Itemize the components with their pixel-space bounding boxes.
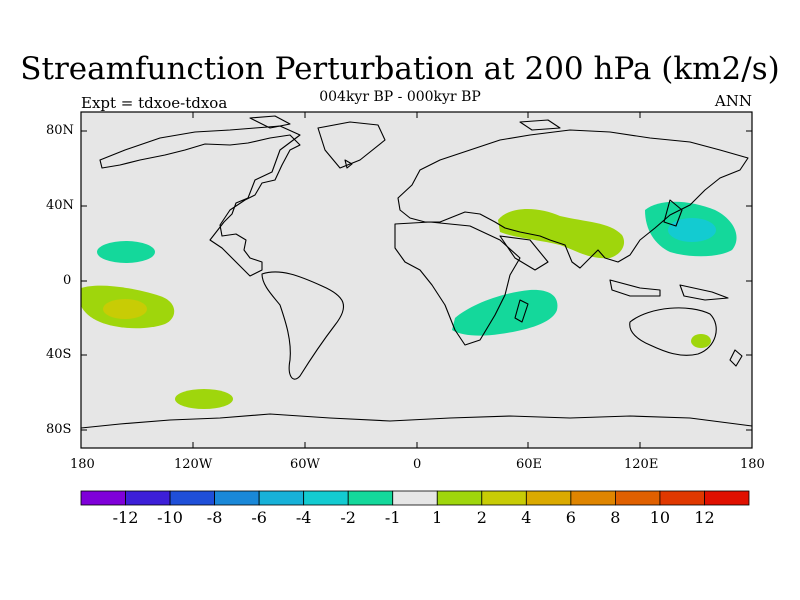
- coastlines: [81, 115, 752, 429]
- colorbar-label: -6: [251, 508, 267, 527]
- lat-label-80s: 80S: [46, 422, 72, 437]
- colorbar-label: 2: [476, 508, 487, 527]
- lat-label-0: 0: [63, 273, 72, 288]
- experiment-label: Expt = tdxoe-tdxoa: [81, 94, 228, 112]
- colorbar-label: 4: [521, 508, 532, 527]
- lon-label-180e: 180: [740, 457, 765, 472]
- anomaly-negative-indian-ocean: [452, 289, 558, 336]
- colorbar-swatch: [80, 490, 126, 506]
- colorbar-swatch: [303, 490, 349, 506]
- colorbar-label: -1: [384, 508, 401, 527]
- colorbar-label: -12: [112, 508, 139, 527]
- lat-label-80n: 80N: [46, 123, 74, 138]
- anomaly-negative-nw-pacific-core: [668, 218, 716, 242]
- axis-ticks: [81, 112, 752, 448]
- colorbar-label: 10: [649, 508, 671, 527]
- lon-label-120w: 120W: [174, 457, 213, 472]
- page-title: Streamfunction Perturbation at 200 hPa (…: [20, 51, 780, 87]
- anomaly-negative-pacific-north: [97, 241, 155, 263]
- colorbar-label: 1: [432, 508, 443, 527]
- page-subtitle: 004kyr BP - 000kyr BP: [319, 89, 481, 105]
- anomaly-positive-asia: [498, 208, 625, 259]
- colorbar-swatch: [704, 490, 750, 506]
- lon-label-180w: 180: [70, 457, 95, 472]
- anomaly-positive-southern-ocean: [175, 389, 233, 409]
- colorbar-swatch: [436, 490, 483, 506]
- lon-label-60e: 60E: [516, 457, 543, 472]
- colorbar-label: 12: [694, 508, 715, 527]
- colorbar-swatch: [214, 490, 260, 506]
- colorbar-swatch: [169, 490, 215, 506]
- anomaly-positive-south-pacific-core: [103, 299, 147, 319]
- season-label: ANN: [714, 92, 752, 110]
- colorbar-swatch: [125, 490, 171, 506]
- colorbar-swatch: [615, 490, 661, 506]
- colorbar-label: 6: [565, 508, 576, 527]
- colorbar-label: -2: [340, 508, 356, 527]
- colorbar-swatch: [481, 490, 527, 506]
- colorbar-swatch: [525, 490, 572, 506]
- anomaly-contours: [81, 115, 752, 429]
- lat-label-40s: 40S: [46, 347, 72, 362]
- colorbar-label: -8: [206, 508, 223, 527]
- colorbar-swatch: [570, 490, 616, 506]
- colorbar-label: -10: [157, 508, 183, 527]
- lon-label-60w: 60W: [290, 457, 320, 472]
- colorbar-swatch: [347, 490, 394, 506]
- lat-label-40n: 40N: [46, 198, 74, 213]
- lon-label-0: 0: [413, 457, 422, 472]
- colorbar-swatch: [659, 490, 705, 506]
- lon-label-120e: 120E: [624, 457, 659, 472]
- colorbar-label: 8: [610, 508, 621, 527]
- anomaly-positive-australia: [691, 334, 711, 348]
- colorbar-label: -4: [295, 508, 312, 527]
- colorbar-swatch: [392, 490, 438, 506]
- colorbar-swatch: [258, 490, 305, 506]
- colorbar: [80, 490, 750, 506]
